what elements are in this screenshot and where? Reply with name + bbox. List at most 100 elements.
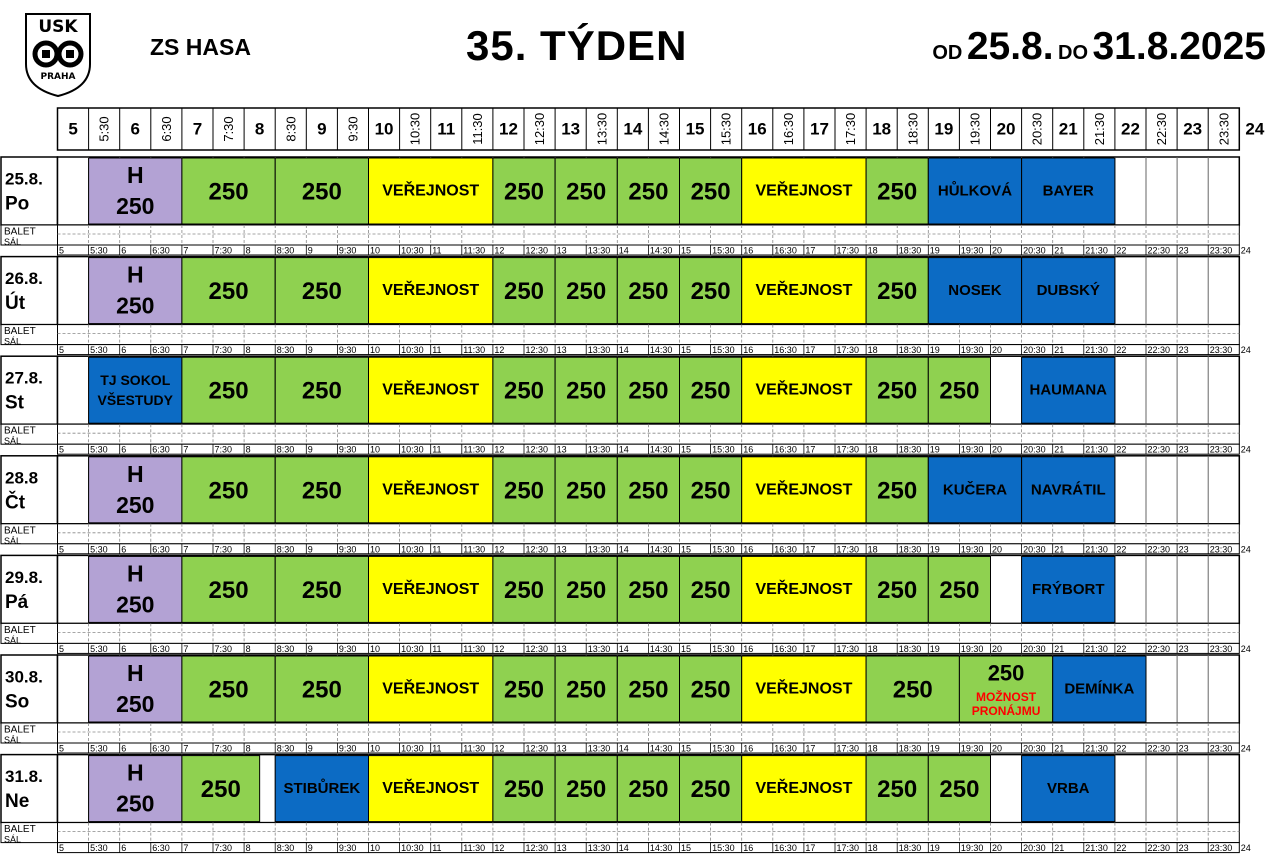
hour-strip-label: 6 <box>121 744 126 754</box>
hour-strip-label: 20:30 <box>1023 246 1046 256</box>
booking-block <box>368 555 494 623</box>
hour-strip-label: 23 <box>1179 744 1189 754</box>
hour-strip-label: 18 <box>868 744 878 754</box>
hour-header-label: 13:30 <box>594 113 609 146</box>
booking-block <box>1021 456 1116 524</box>
hour-strip-label: 9 <box>308 345 313 355</box>
hour-strip-label: 6:30 <box>152 644 170 654</box>
hour-strip-label: 17 <box>805 445 815 455</box>
hour-strip-label: 18:30 <box>899 544 922 554</box>
booking-label: VEŘEJNOST <box>382 380 479 399</box>
hour-strip-label: 8 <box>246 445 251 455</box>
hour-strip-label: 15:30 <box>712 744 735 754</box>
hour-strip-label: 13 <box>557 345 567 355</box>
day-date: 26.8. <box>5 269 43 288</box>
hour-strip-label: 16:30 <box>774 644 797 654</box>
hour-header-label: 8:30 <box>283 116 298 141</box>
booking-label: FRÝBORT <box>1032 580 1105 598</box>
booking-block <box>958 655 1054 723</box>
booking-label: VEŘEJNOST <box>382 579 479 598</box>
booking-block <box>274 157 370 225</box>
hour-strip-label: 11:30 <box>463 644 485 654</box>
hour-strip-label: 11:30 <box>463 246 485 256</box>
hour-header-label: 5 <box>68 120 77 139</box>
hour-strip-label: 7 <box>183 445 188 455</box>
hour-strip-label: 6:30 <box>152 843 170 853</box>
hour-strip-label: 16:30 <box>774 445 797 455</box>
hour-strip-label: 13:30 <box>588 644 611 654</box>
hour-header-label: 23 <box>1183 120 1202 139</box>
hour-strip-label: 7 <box>183 246 188 256</box>
hour-strip-label: 10 <box>370 445 380 455</box>
booking-label: 250 <box>302 378 342 405</box>
hour-strip-label: 22 <box>1116 843 1126 853</box>
booking-block <box>554 257 618 325</box>
booking-label: VEŘEJNOST <box>755 479 852 498</box>
hour-strip-label: 19 <box>930 843 940 853</box>
booking-block <box>679 157 743 225</box>
hour-strip-label: 9:30 <box>339 345 357 355</box>
hour-strip-label: 6:30 <box>152 544 170 554</box>
booking-label: TJ SOKOL <box>100 372 170 388</box>
booking-block <box>927 755 991 823</box>
hour-strip-label: 10:30 <box>401 345 424 355</box>
hour-strip-label: 9:30 <box>339 445 357 455</box>
hour-strip-label: 15 <box>681 843 691 853</box>
booking-label: 250 <box>691 477 731 504</box>
hour-strip-label: 16 <box>743 843 753 853</box>
hour-strip-label: 10:30 <box>401 843 424 853</box>
hour-strip-label: 11 <box>432 544 441 554</box>
ballet-label: BALET <box>4 326 36 337</box>
hour-strip-label: 7 <box>183 544 188 554</box>
hour-strip-label: 19 <box>930 445 940 455</box>
hour-strip-label: 14 <box>619 345 629 355</box>
booking-label: H <box>127 461 144 487</box>
hour-strip-label: 23:30 <box>1210 644 1233 654</box>
hour-strip-label: 22:30 <box>1148 544 1171 554</box>
hour-strip-label: 5 <box>59 445 64 455</box>
week-title: 35. TÝDEN <box>466 22 688 69</box>
hour-strip-label: 23 <box>1179 644 1189 654</box>
hour-strip-label: 21 <box>1054 544 1064 554</box>
hour-strip-label: 14 <box>619 843 629 853</box>
hour-strip-label: 18 <box>868 843 878 853</box>
booking-label: 250 <box>628 378 668 405</box>
hour-strip-label: 10:30 <box>401 246 424 256</box>
booking-label: 250 <box>628 179 668 206</box>
booking-label: BAYER <box>1043 183 1094 200</box>
hour-strip-label: 11:30 <box>463 445 485 455</box>
hour-strip-label: 17 <box>805 246 815 256</box>
booking-block <box>616 456 680 524</box>
hour-strip-label: 21 <box>1054 345 1064 355</box>
hour-strip-label: 23 <box>1179 246 1189 256</box>
hour-strip-label: 24 <box>1241 843 1251 853</box>
hour-strip-label: 6:30 <box>152 445 170 455</box>
booking-block <box>368 257 494 325</box>
booking-label: VEŘEJNOST <box>755 181 852 200</box>
hour-header-label: 18 <box>872 120 891 139</box>
hall-label: SÁL <box>4 237 21 247</box>
booking-block <box>865 755 929 823</box>
ballet-label: BALET <box>4 824 36 835</box>
booking-block <box>741 356 867 424</box>
hour-strip-label: 14 <box>619 644 629 654</box>
hour-strip-label: 13:30 <box>588 246 611 256</box>
booking-label: 250 <box>302 179 342 206</box>
ballet-label: BALET <box>4 525 36 536</box>
booking-label: H <box>127 262 144 288</box>
hour-strip-label: 24 <box>1241 345 1251 355</box>
booking-label: 250 <box>939 776 979 803</box>
hour-header-label: 22:30 <box>1154 113 1169 146</box>
hour-strip-label: 20:30 <box>1023 843 1046 853</box>
booking-block <box>181 157 276 225</box>
hour-strip-label: 11 <box>432 843 441 853</box>
hour-strip-label: 24 <box>1241 246 1251 256</box>
hour-strip-label: 14:30 <box>650 445 673 455</box>
booking-block <box>616 555 680 623</box>
hour-strip-label: 13:30 <box>588 345 611 355</box>
booking-label: VEŘEJNOST <box>755 380 852 399</box>
hour-strip-label: 8 <box>246 744 251 754</box>
from-label: OD <box>932 42 963 64</box>
day-of-week: St <box>5 393 25 414</box>
booking-block <box>927 257 1023 325</box>
